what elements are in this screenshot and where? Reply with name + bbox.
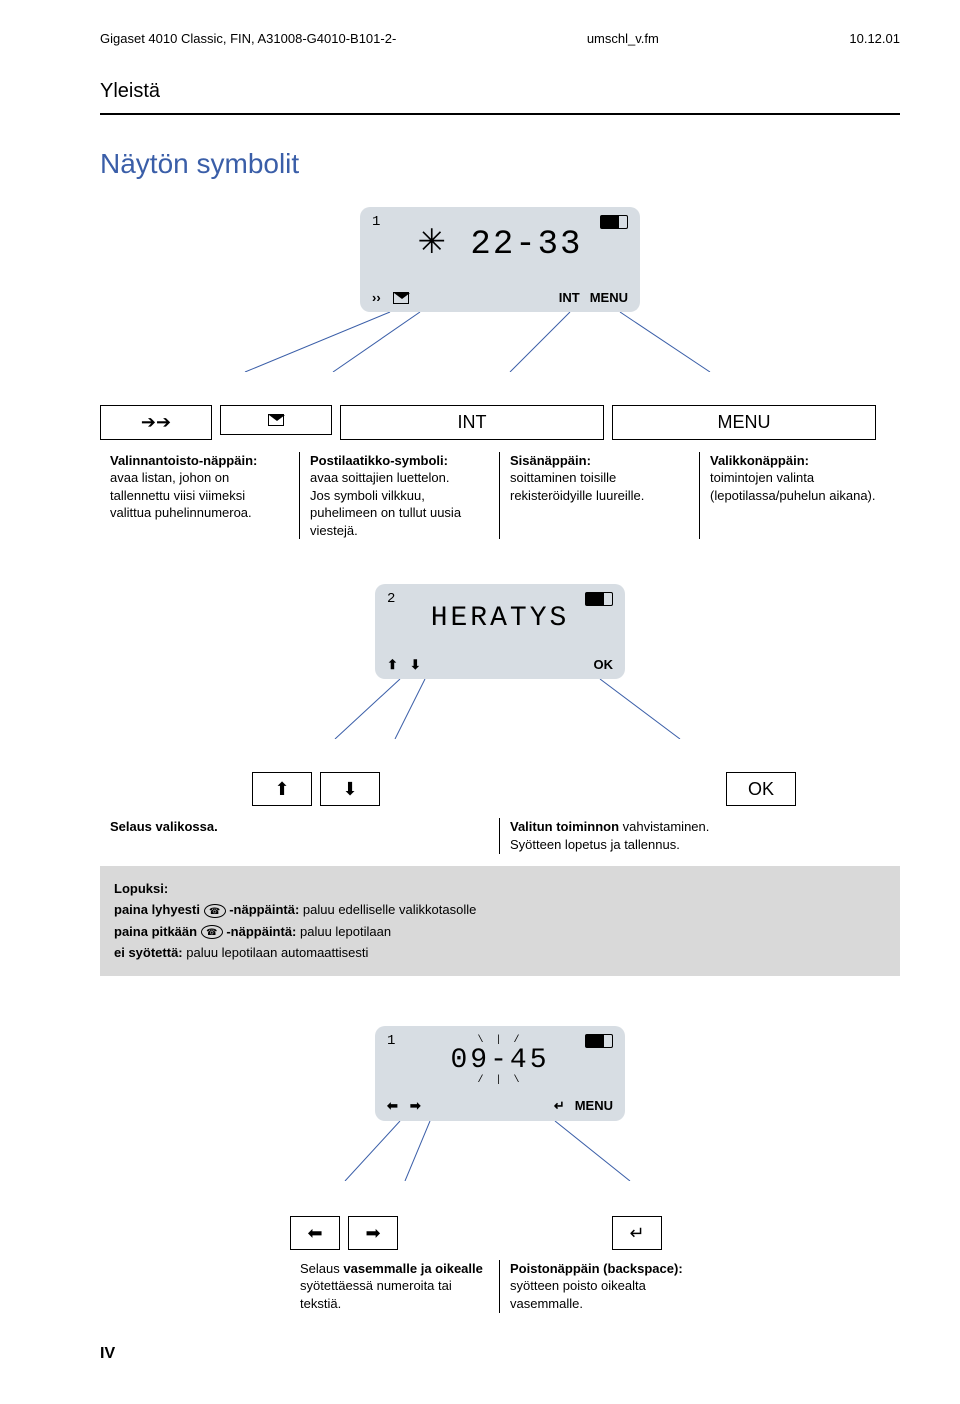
label-left: ⬅ xyxy=(290,1216,340,1250)
label-backspace: ↵ xyxy=(612,1216,662,1250)
page-number: IV xyxy=(100,1343,900,1365)
lcd2-bottom: ⬆ ⬇ OK xyxy=(387,656,613,674)
down-arrow-icon: ⬇ xyxy=(410,656,421,674)
col3-1: Selaus vasemmalle ja oikealle syötettäes… xyxy=(290,1260,500,1313)
col1-3: Sisänäppäin:soittaminen toisille rekiste… xyxy=(500,452,700,540)
doc-id: Gigaset 4010 Classic, FIN, A31008-G4010-… xyxy=(100,30,396,48)
col1-4: Valikkonäppäin:toimintojen valinta (lepo… xyxy=(700,452,900,540)
col2-2: Valitun toiminnon vahvistaminen. Syöttee… xyxy=(500,818,900,853)
lcd2-block: 2 HERATYS ⬆ ⬇ OK xyxy=(200,584,800,744)
lcd1-menu: MENU xyxy=(590,289,628,307)
label-mail xyxy=(220,405,332,435)
mail-icon xyxy=(393,292,409,304)
phone-key-icon: ☎ xyxy=(201,925,223,939)
lcd3-block: 1 \ | / 09-45 / | \ ⬅ ➡ ↵ MENU xyxy=(290,1026,710,1186)
doc-header: Gigaset 4010 Classic, FIN, A31008-G4010-… xyxy=(100,30,900,48)
col3-2: Poistonäppäin (backspace):syötteen poist… xyxy=(500,1260,710,1313)
label-row-1: ➔➔ INT MENU xyxy=(100,405,900,439)
lcd1-block: 1 ✳ 22-33 ›› INT MENU xyxy=(200,207,800,377)
right-arrow-icon: ➡ xyxy=(410,1097,421,1115)
lcd2-segments: HERATYS xyxy=(387,600,613,638)
lcd2-tl: 2 xyxy=(387,590,395,609)
label-int: INT xyxy=(340,405,604,439)
cols2: Selaus valikossa. Valitun toiminnon vahv… xyxy=(100,818,900,853)
col1-1: Valinnantoisto-näppäin:avaa listan, joho… xyxy=(100,452,300,540)
col2-1: Selaus valikossa. xyxy=(100,818,500,853)
page-title: Näytön symbolit xyxy=(100,145,900,183)
battery-icon xyxy=(585,590,613,614)
battery-icon xyxy=(600,213,628,237)
label-ok: OK xyxy=(726,772,796,806)
backspace-icon: ↵ xyxy=(554,1097,565,1115)
up-arrow-icon: ⬆ xyxy=(387,656,398,674)
connector-lines-2 xyxy=(200,679,800,739)
lcd3-bottom: ⬅ ➡ ↵ MENU xyxy=(387,1097,613,1115)
label-row-2: ⬆ ⬇ OK xyxy=(100,772,900,806)
doc-date: 10.12.01 xyxy=(849,30,900,48)
lcd2-ok: OK xyxy=(594,656,614,674)
left-arrow-icon: ⬅ xyxy=(387,1097,398,1115)
doc-file: umschl_v.fm xyxy=(587,30,659,48)
alarm-rays-icon: \ | / xyxy=(477,1034,522,1048)
lcd3-segments: \ | / 09-45 / | \ xyxy=(387,1042,613,1080)
label-down: ⬇ xyxy=(320,772,380,806)
lcd1-tl: 1 xyxy=(372,213,380,232)
lcd2: 2 HERATYS ⬆ ⬇ OK xyxy=(375,584,625,679)
cols1: Valinnantoisto-näppäin:avaa listan, joho… xyxy=(100,452,900,540)
phone-key-icon: ☎ xyxy=(204,904,226,918)
label-up: ⬆ xyxy=(252,772,312,806)
col1-2: Postilaatikko-symboli:avaa soittajien lu… xyxy=(300,452,500,540)
redial-icon: ›› xyxy=(372,289,381,307)
lcd1-int: INT xyxy=(559,289,580,307)
connector-lines-1 xyxy=(200,312,800,372)
lcd1-segments: ✳ 22-33 xyxy=(372,223,628,269)
section-label: Yleistä xyxy=(100,78,900,115)
gray-instructions: Lopuksi: paina lyhyesti ☎ -näppäintä: pa… xyxy=(100,866,900,976)
label-row-3: ⬅ ➡ ↵ xyxy=(290,1216,710,1250)
lcd3-menu: MENU xyxy=(575,1097,613,1115)
label-redial: ➔➔ xyxy=(100,405,212,439)
lcd3: 1 \ | / 09-45 / | \ ⬅ ➡ ↵ MENU xyxy=(375,1026,625,1121)
label-menu: MENU xyxy=(612,405,876,439)
label-right: ➡ xyxy=(348,1216,398,1250)
alarm-rays-icon: / | \ xyxy=(477,1074,522,1088)
lcd1: 1 ✳ 22-33 ›› INT MENU xyxy=(360,207,640,312)
cols3: Selaus vasemmalle ja oikealle syötettäes… xyxy=(100,1260,900,1313)
connector-lines-3 xyxy=(290,1121,710,1181)
lcd1-bottom: ›› INT MENU xyxy=(372,289,628,307)
